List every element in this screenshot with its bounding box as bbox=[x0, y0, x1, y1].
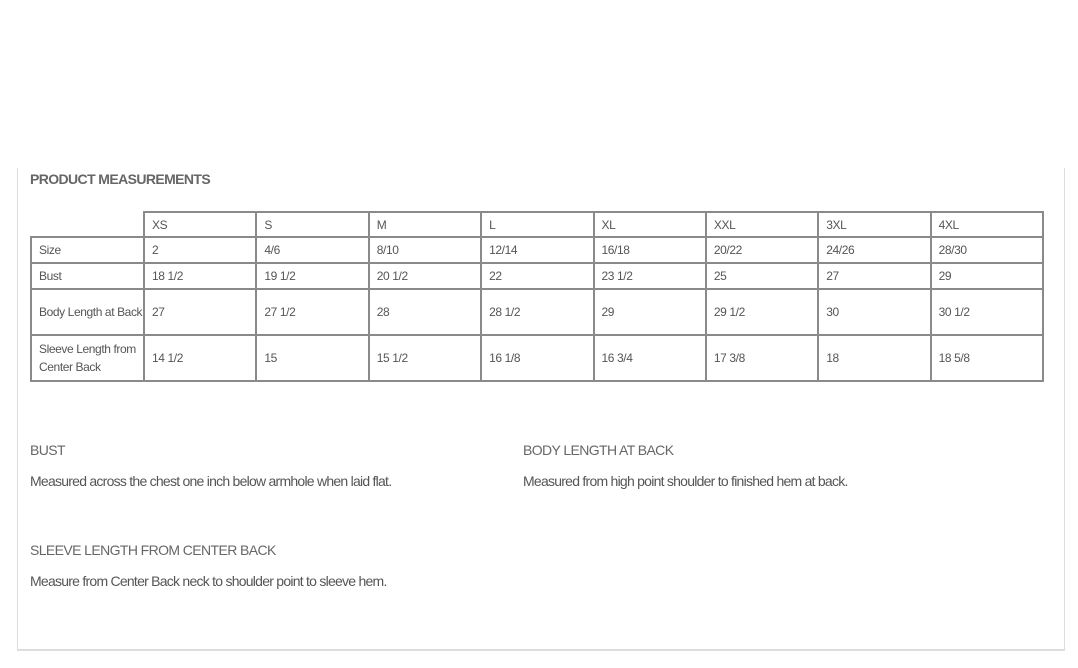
table-cell: 19 1/2 bbox=[255, 262, 370, 290]
column-header: XS bbox=[142, 211, 258, 238]
table-cell: 25 bbox=[704, 262, 820, 290]
table-row: Size 2 4/6 8/10 12/14 16/18 20/22 24/26 28/30 bbox=[30, 236, 1045, 264]
measurements-panel bbox=[17, 168, 1065, 651]
bust-description: Measured across the chest one inch below… bbox=[30, 473, 392, 489]
table-cell: 29 bbox=[929, 262, 1045, 290]
table-cell: 12/14 bbox=[480, 236, 595, 264]
sleeve-length-heading: SLEEVE LENGTH FROM CENTER BACK bbox=[30, 542, 276, 558]
section-title: PRODUCT MEASUREMENTS bbox=[30, 171, 211, 187]
row-label: Bust bbox=[30, 262, 145, 290]
column-header: XL bbox=[592, 211, 707, 238]
table-row: Bust 18 1/2 19 1/2 20 1/2 22 23 1/2 25 27 29 bbox=[30, 262, 1045, 290]
table-cell: 30 1/2 bbox=[929, 288, 1045, 336]
table-cell: 27 bbox=[817, 262, 932, 290]
table-cell: 23 1/2 bbox=[592, 262, 707, 290]
column-header: 3XL bbox=[817, 211, 932, 238]
table-cell: 15 1/2 bbox=[367, 334, 483, 382]
table-cell: 27 1/2 bbox=[255, 288, 370, 336]
header-row: XS S M L XL XXL 3XL 4XL bbox=[31, 211, 1045, 238]
table-cell: 28 1/2 bbox=[480, 288, 595, 336]
size-chart-table: XS S M L XL XXL 3XL 4XL Size 2 4/6 8/10 12/14 16/18 20… bbox=[30, 211, 1045, 382]
table-cell: 24/26 bbox=[817, 236, 932, 264]
column-header: L bbox=[480, 211, 595, 238]
table-cell: 20/22 bbox=[704, 236, 820, 264]
table-cell: 16 1/8 bbox=[480, 334, 595, 382]
sleeve-length-description: Measure from Center Back neck to shoulde… bbox=[30, 573, 387, 589]
table-cell: 18 5/8 bbox=[929, 334, 1045, 382]
table-cell: 29 bbox=[592, 288, 707, 336]
table-cell: 4/6 bbox=[255, 236, 370, 264]
table-cell: 16/18 bbox=[592, 236, 707, 264]
table-row: Body Length at Back 27 27 1/2 28 28 1/2 29 29 … bbox=[30, 288, 1045, 336]
column-header: S bbox=[255, 211, 370, 238]
bust-heading: BUST bbox=[30, 442, 66, 458]
table-cell: 18 1/2 bbox=[142, 262, 258, 290]
body-length-heading: BODY LENGTH AT BACK bbox=[523, 442, 674, 458]
row-label: Sleeve Length from Center Back bbox=[30, 334, 145, 382]
table-cell: 22 bbox=[480, 262, 595, 290]
table-cell: 16 3/4 bbox=[592, 334, 707, 382]
row-label: Body Length at Back bbox=[30, 288, 145, 336]
body-length-description: Measured from high point shoulder to fin… bbox=[523, 473, 848, 489]
table-cell: 29 1/2 bbox=[704, 288, 820, 336]
column-header: 4XL bbox=[929, 211, 1045, 238]
corner-cell bbox=[31, 212, 145, 238]
table-cell: 15 bbox=[255, 334, 370, 382]
table-cell: 27 bbox=[142, 288, 258, 336]
table-cell: 28 bbox=[367, 288, 483, 336]
table-cell: 8/10 bbox=[367, 236, 483, 264]
table-cell: 20 1/2 bbox=[367, 262, 483, 290]
table-cell: 18 bbox=[817, 334, 932, 382]
column-header: XXL bbox=[704, 211, 820, 238]
table-cell: 28/30 bbox=[929, 236, 1045, 264]
table-cell: 2 bbox=[142, 236, 258, 264]
table-cell: 30 bbox=[817, 288, 932, 336]
row-label: Size bbox=[30, 236, 145, 264]
table-cell: 14 1/2 bbox=[142, 334, 258, 382]
table-cell: 17 3/8 bbox=[704, 334, 820, 382]
table-row: Sleeve Length from Center Back 14 1/2 15 15… bbox=[30, 334, 1045, 382]
column-header: M bbox=[367, 211, 483, 238]
